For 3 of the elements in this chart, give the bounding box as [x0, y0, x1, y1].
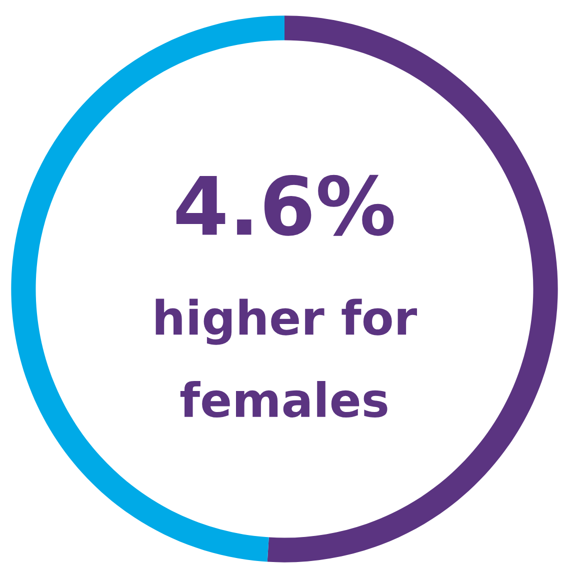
text: females [180, 380, 388, 418]
text: higher for [156, 298, 417, 345]
text: 4.6% [176, 174, 394, 236]
